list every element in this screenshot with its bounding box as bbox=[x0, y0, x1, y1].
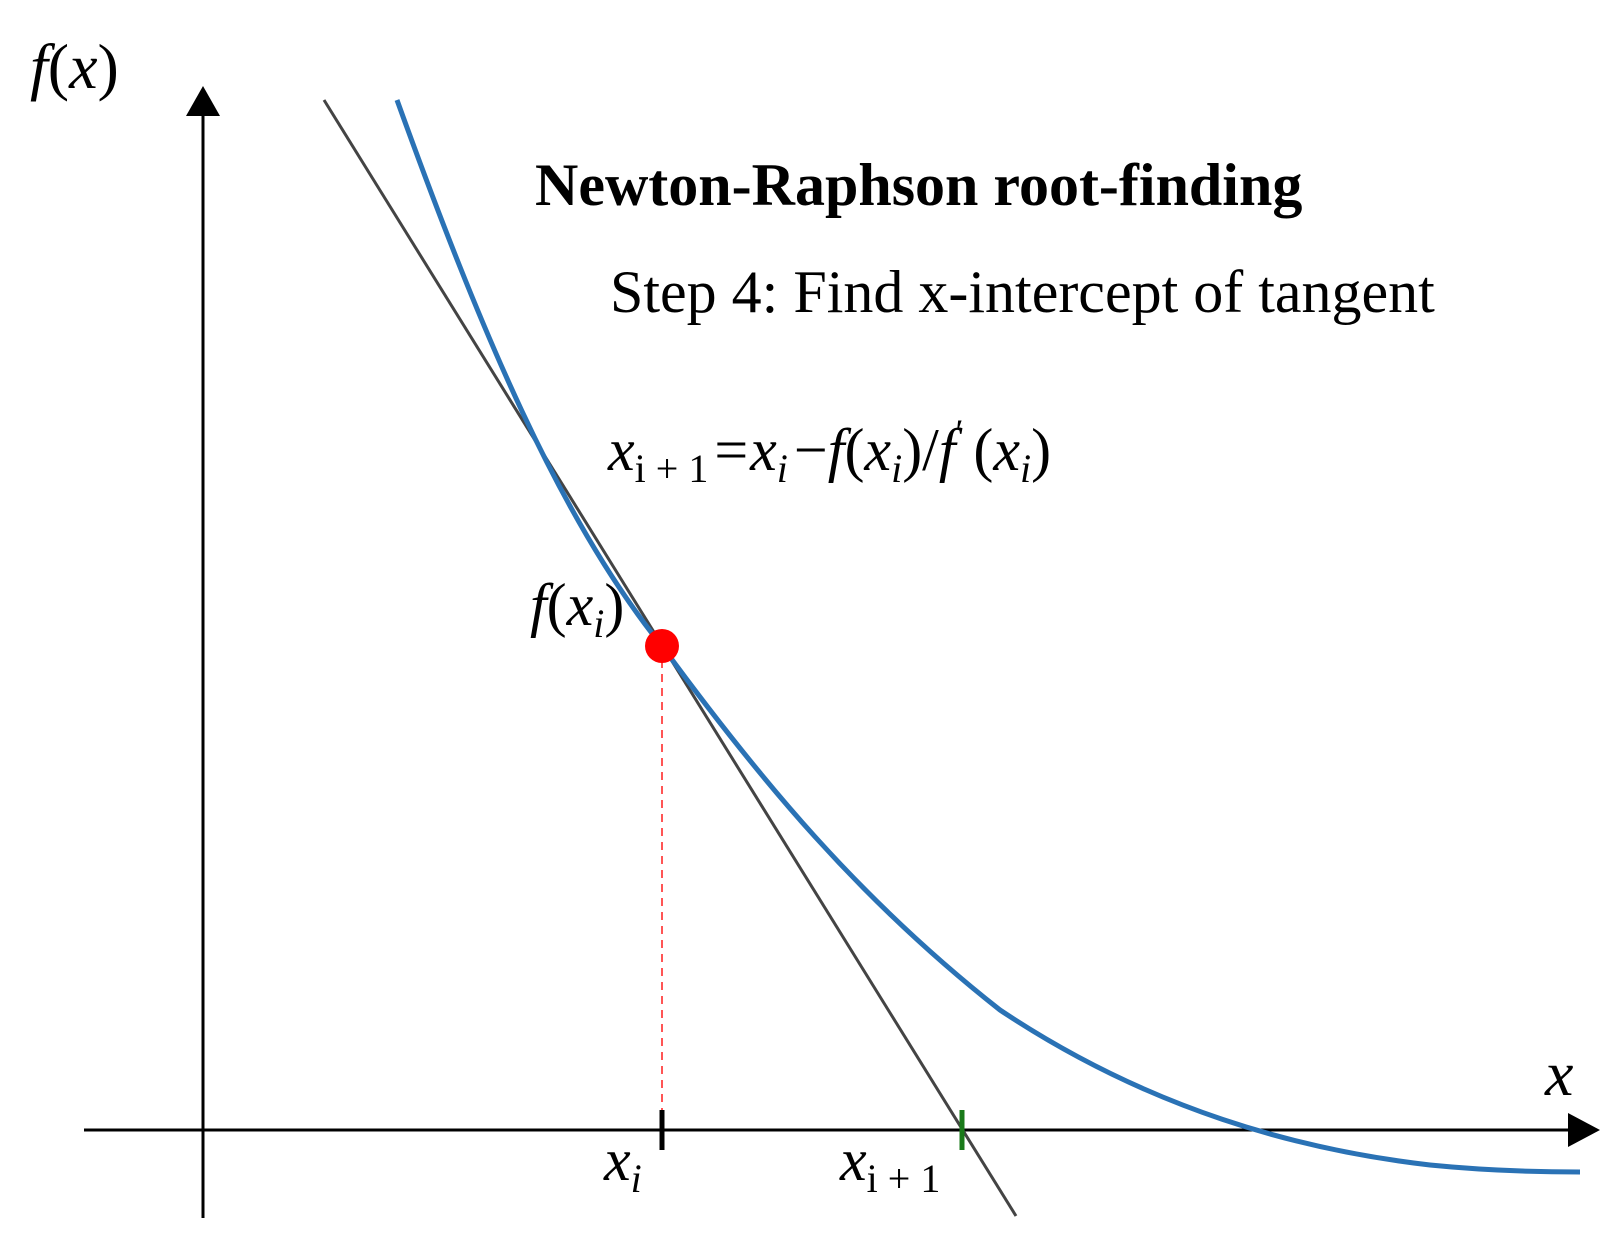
x-axis-arrowhead bbox=[1568, 1113, 1600, 1147]
point-label-sub: i bbox=[593, 601, 604, 646]
point-f-xi bbox=[645, 629, 679, 663]
point-label: f(xi) bbox=[530, 572, 624, 646]
tick-label-xi: xi bbox=[603, 1127, 642, 1201]
formula-i2: i bbox=[891, 446, 902, 491]
tick-label-xi1-var: x bbox=[839, 1127, 867, 1193]
y-axis-arrowhead bbox=[186, 86, 220, 116]
tick-label-xi1-sub: i + 1 bbox=[867, 1156, 941, 1201]
point-label-open: ( bbox=[547, 572, 567, 638]
tick-label-xi-var: x bbox=[603, 1127, 631, 1193]
formula-x3: x bbox=[992, 417, 1020, 483]
formula-x: x bbox=[749, 417, 777, 483]
y-label-open: ( bbox=[48, 31, 69, 102]
tick-label-xi1: xi + 1 bbox=[839, 1127, 940, 1201]
y-label-x: x bbox=[68, 31, 97, 102]
formula-close2: ) bbox=[1031, 417, 1051, 483]
formula-slash: / bbox=[922, 417, 939, 483]
formula-i: i bbox=[777, 446, 788, 491]
formula-minus: − bbox=[794, 417, 828, 483]
formula-x2: x bbox=[863, 417, 891, 483]
function-curve bbox=[394, 99, 1581, 1175]
point-label-close: ) bbox=[604, 572, 624, 638]
y-label-close: ) bbox=[98, 31, 119, 102]
formula-close1: ) bbox=[902, 417, 922, 483]
title: Newton-Raphson root-finding bbox=[535, 152, 1302, 218]
step-text: Step 4: Find x-intercept of tangent bbox=[610, 259, 1435, 325]
formula-equals: = bbox=[714, 417, 748, 483]
formula-lhs-x: x bbox=[607, 417, 635, 483]
tick-label-xi-sub: i bbox=[631, 1156, 642, 1201]
point-label-x: x bbox=[566, 572, 594, 638]
formula-prime: ′ bbox=[956, 412, 964, 452]
x-axis-label: x bbox=[1544, 1038, 1573, 1109]
formula-open1: ( bbox=[844, 417, 864, 483]
y-axis-label: f(x) bbox=[30, 31, 119, 102]
formula-open2: ( bbox=[973, 417, 993, 483]
formula-i3: i bbox=[1020, 446, 1031, 491]
formula-lhs-sub: i + 1 bbox=[635, 446, 709, 491]
formula: xi + 1 =xi −f(xi)/f′ (xi) bbox=[607, 412, 1051, 491]
